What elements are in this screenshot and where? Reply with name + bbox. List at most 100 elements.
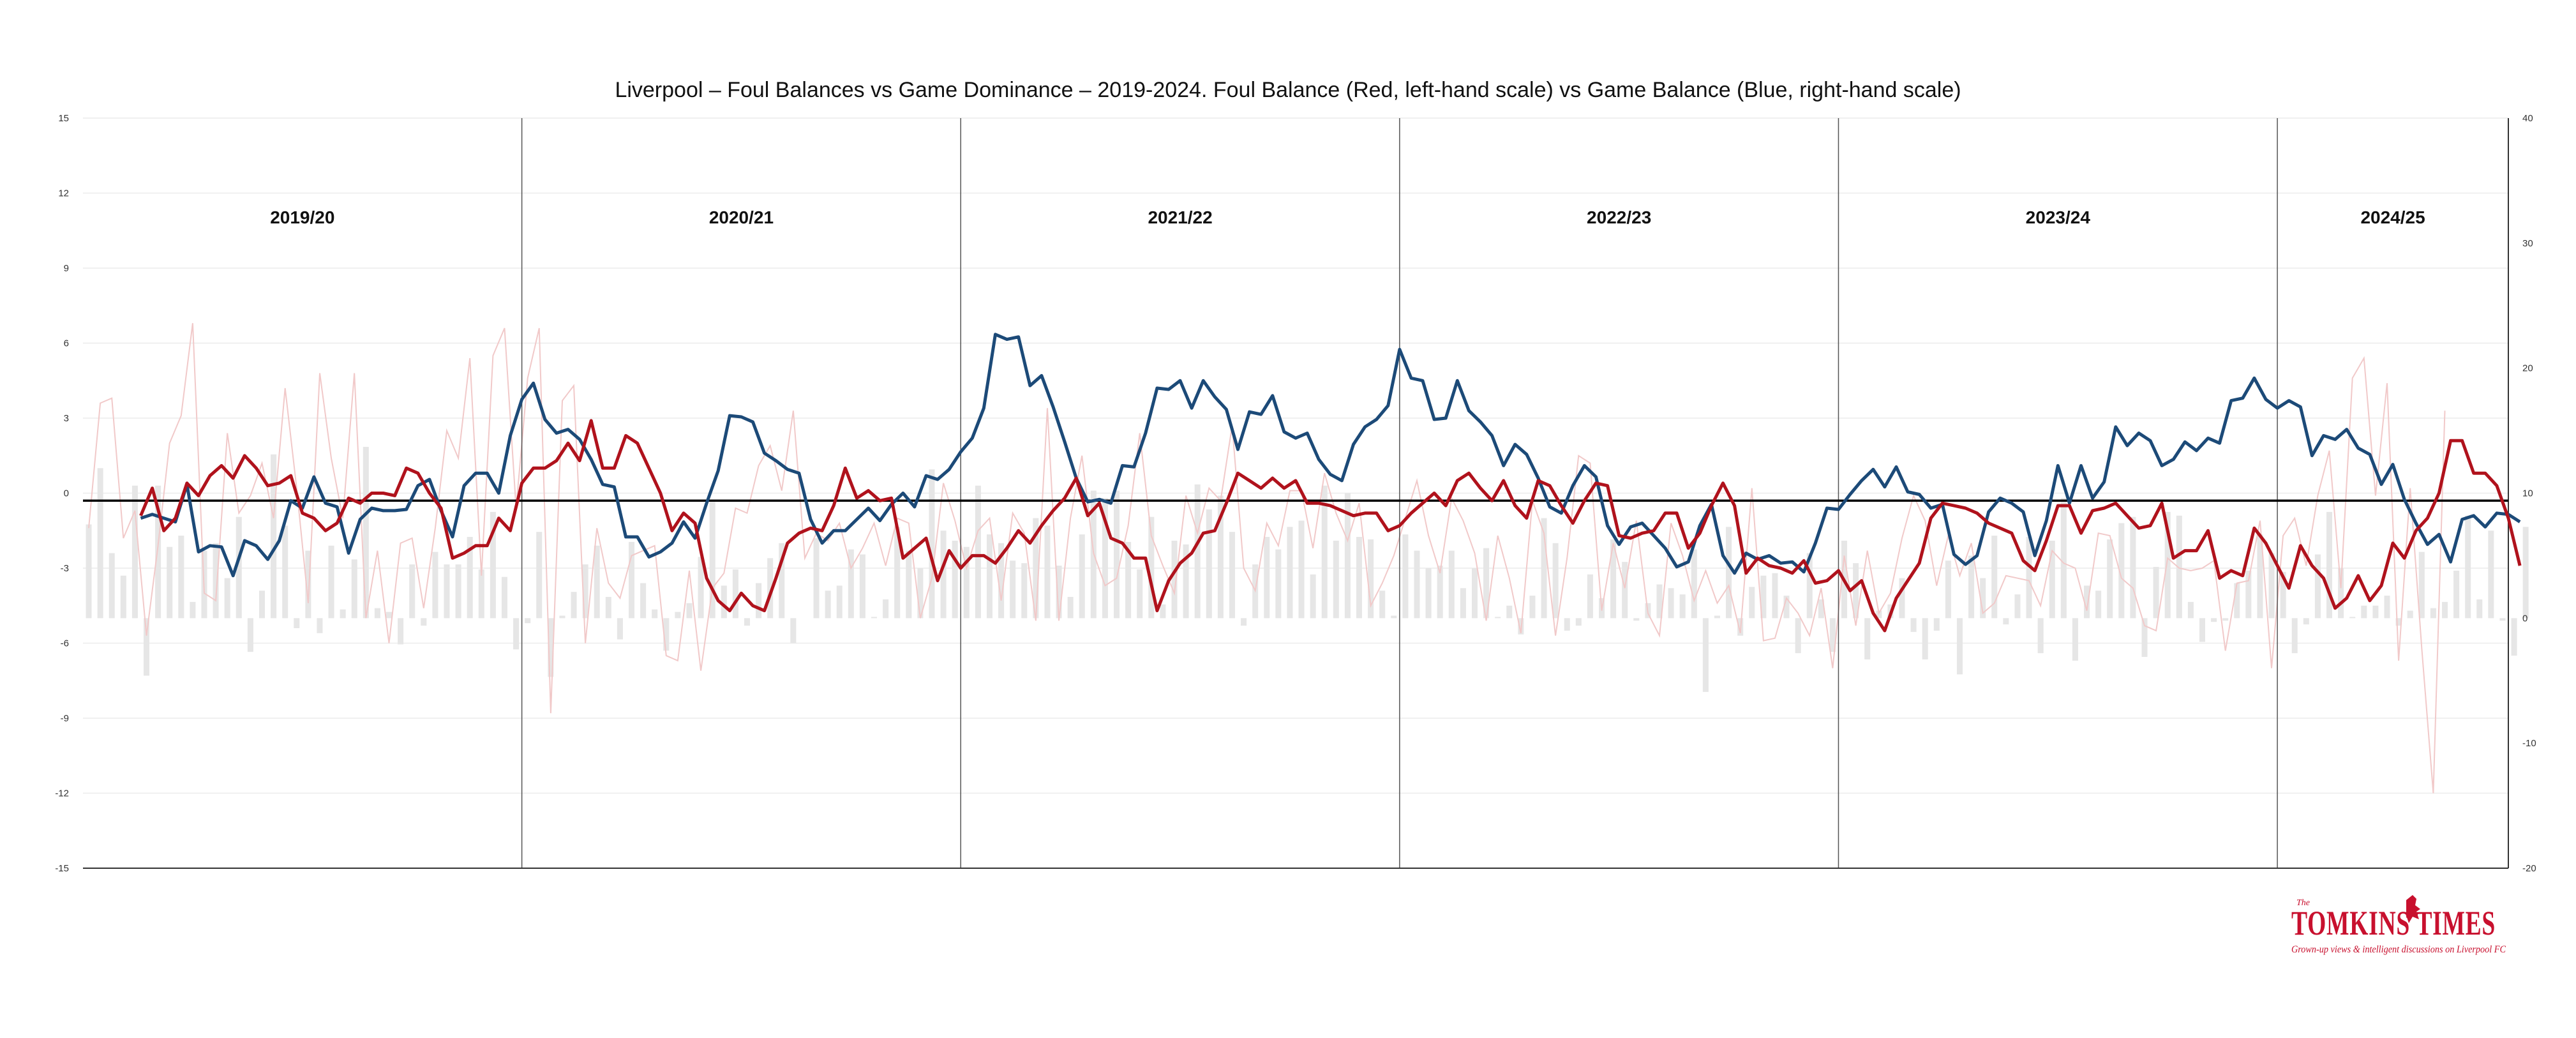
background-bar <box>1137 569 1143 619</box>
background-bar <box>1968 555 1975 619</box>
background-bar <box>2407 610 2413 619</box>
left-tick-label: 3 <box>64 413 69 424</box>
background-bar <box>467 537 473 619</box>
background-bar <box>1933 618 1940 631</box>
background-bar <box>2465 515 2471 619</box>
background-bar <box>1368 539 1374 619</box>
background-bar <box>1760 575 1767 619</box>
background-bar <box>1021 563 1028 619</box>
background-bar <box>421 618 427 626</box>
foul-balance-line <box>139 419 2522 633</box>
background-bar <box>1229 532 1235 619</box>
background-bar <box>478 569 484 619</box>
background-bar <box>640 583 647 619</box>
background-bar <box>317 618 323 633</box>
background-bar <box>721 585 727 619</box>
background-bar <box>213 543 219 619</box>
background-bar <box>2164 511 2171 619</box>
background-bar <box>1864 618 1871 659</box>
left-tick-label: -3 <box>61 563 69 574</box>
background-bar <box>109 553 115 619</box>
logo-brand-text: TOMKINS TIMES <box>2291 904 2496 942</box>
background-bar <box>1379 590 1386 619</box>
background-raw-line <box>88 323 2446 794</box>
background-bar <box>894 527 901 619</box>
left-tick-label: 6 <box>64 338 69 349</box>
background-bar <box>247 618 253 652</box>
background-bar <box>2326 511 2333 619</box>
background-bar <box>2141 618 2148 658</box>
right-tick-label: 30 <box>2522 238 2533 249</box>
background-bar <box>167 546 173 619</box>
left-tick-label: 9 <box>64 263 69 274</box>
background-bar <box>1241 618 1247 626</box>
background-bar <box>617 618 623 640</box>
background-bar <box>663 618 670 651</box>
right-tick-label: 20 <box>2522 363 2533 374</box>
background-bar <box>2372 605 2379 619</box>
background-bar <box>409 564 416 619</box>
season-label: 2020/21 <box>709 207 774 227</box>
background-bar <box>144 618 150 676</box>
background-bar <box>1853 563 1859 619</box>
background-bar <box>2395 618 2402 626</box>
background-bar <box>756 583 762 619</box>
background-bar <box>386 612 393 619</box>
background-bar <box>732 569 738 619</box>
background-bar <box>1183 544 1189 619</box>
background-bar <box>1206 509 1212 619</box>
background-bar <box>363 447 369 619</box>
background-bar <box>2453 570 2460 619</box>
background-bar <box>1679 594 1686 619</box>
background-bar <box>1610 539 1617 619</box>
background-bar <box>1702 618 1709 692</box>
background-bar <box>1102 498 1108 619</box>
background-bar <box>525 618 531 624</box>
background-bar <box>1425 568 1432 619</box>
background-bar <box>1264 537 1270 619</box>
background-bar <box>1010 560 1016 619</box>
background-bar <box>952 540 958 619</box>
background-bar <box>178 536 184 619</box>
right-tick-label: -10 <box>2522 738 2536 749</box>
background-bar <box>1437 566 1443 619</box>
background-bar <box>929 469 935 619</box>
background-bar <box>1726 527 1732 619</box>
background-bar <box>501 576 507 619</box>
season-dividers: 2019/20 2020/21 2021/22 2022/23 2023/24 2024/… <box>270 118 2425 868</box>
background-bar <box>97 468 103 619</box>
season-label: 2023/24 <box>2026 207 2091 227</box>
background-bar <box>2418 552 2425 619</box>
right-tick-label: 40 <box>2522 113 2533 124</box>
background-bar <box>1541 518 1547 619</box>
background-bar <box>1160 604 1166 619</box>
background-bar <box>2476 599 2483 619</box>
background-bar <box>2268 553 2275 619</box>
left-tick-label: -6 <box>61 638 69 649</box>
background-bar <box>2361 605 2367 619</box>
background-bar <box>779 543 785 619</box>
right-tick-label: -20 <box>2522 863 2536 874</box>
background-bar <box>1633 618 1640 621</box>
background-bar <box>1460 588 1466 619</box>
background-bar <box>1114 490 1120 619</box>
background-bar <box>825 590 831 619</box>
background-bar <box>2384 596 2390 619</box>
background-bar <box>190 601 196 619</box>
background-bar <box>675 612 681 619</box>
background-bar <box>1471 568 1478 619</box>
background-bar <box>2176 515 2182 619</box>
background-bar <box>2072 618 2078 661</box>
background-bar <box>1333 540 1339 619</box>
background-bar <box>1806 553 1813 619</box>
background-bar <box>1356 537 1363 619</box>
background-bar <box>975 485 981 619</box>
background-bar <box>1344 493 1351 619</box>
background-bar <box>2245 570 2252 619</box>
background-bar <box>1575 618 1582 626</box>
background-bar <box>1991 536 1998 619</box>
background-bar <box>2037 618 2044 654</box>
left-tick-label: 0 <box>64 488 69 499</box>
